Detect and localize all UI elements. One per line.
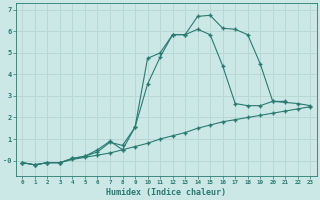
X-axis label: Humidex (Indice chaleur): Humidex (Indice chaleur): [106, 188, 226, 197]
